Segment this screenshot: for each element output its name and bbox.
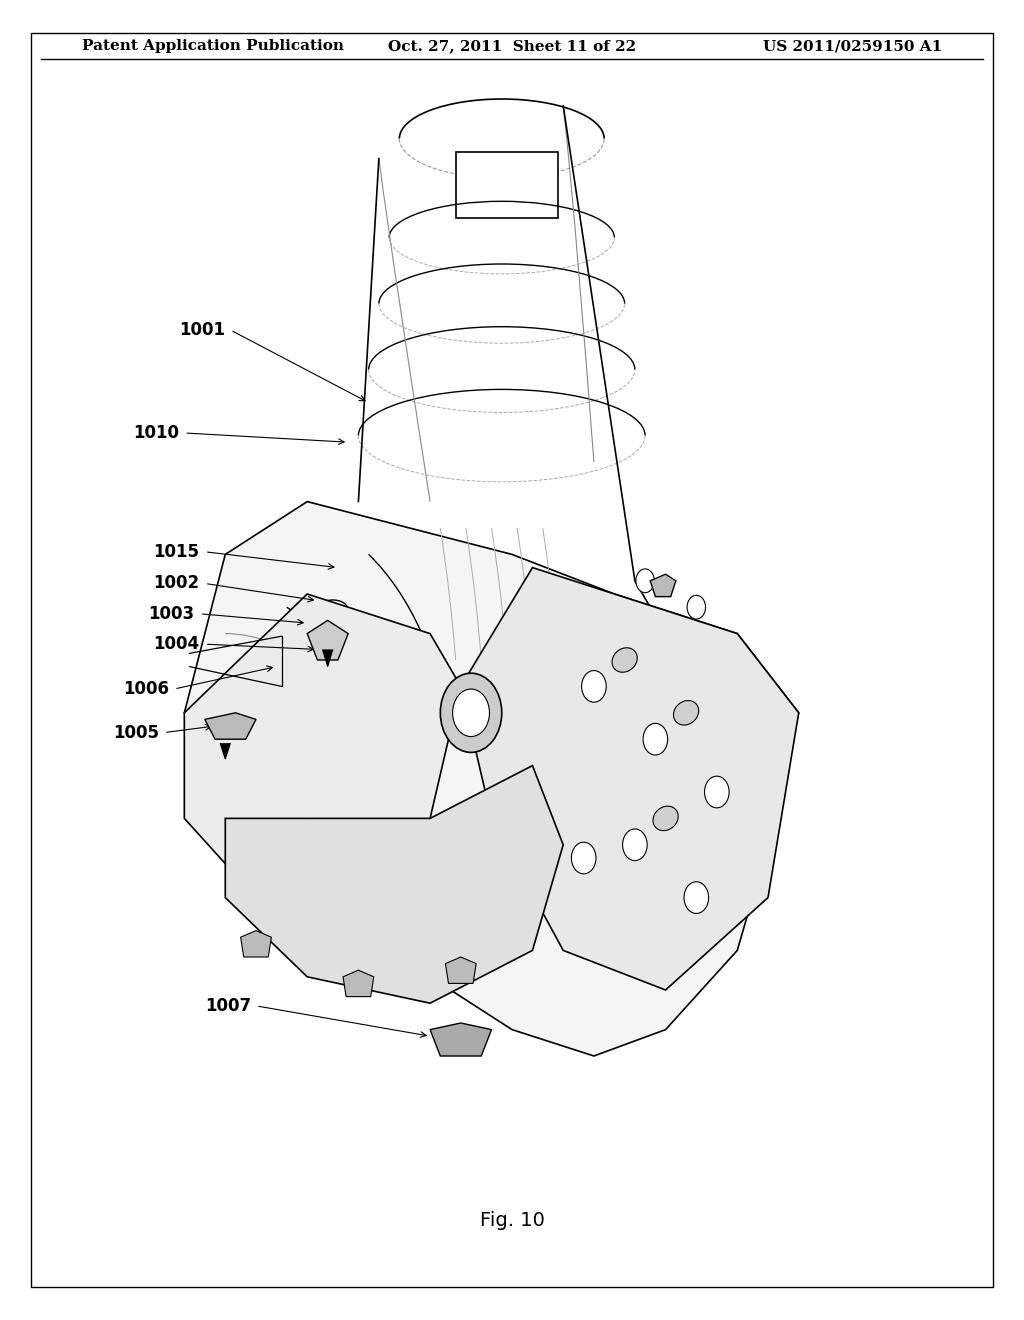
Ellipse shape	[612, 648, 637, 672]
PathPatch shape	[445, 957, 476, 983]
Text: 1015: 1015	[154, 543, 200, 561]
Text: 1002: 1002	[154, 574, 200, 593]
PathPatch shape	[430, 1023, 492, 1056]
Text: Oct. 27, 2011  Sheet 11 of 22: Oct. 27, 2011 Sheet 11 of 22	[388, 40, 636, 53]
Circle shape	[440, 673, 502, 752]
Text: Fig. 10: Fig. 10	[479, 1212, 545, 1230]
Ellipse shape	[653, 807, 678, 830]
Text: 1005: 1005	[113, 723, 159, 742]
Text: 1003: 1003	[148, 605, 195, 623]
PathPatch shape	[220, 743, 230, 759]
Circle shape	[687, 595, 706, 619]
PathPatch shape	[184, 594, 461, 924]
PathPatch shape	[184, 502, 799, 1056]
Circle shape	[684, 882, 709, 913]
PathPatch shape	[241, 931, 271, 957]
Text: US 2011/0259150 A1: US 2011/0259150 A1	[763, 40, 942, 53]
PathPatch shape	[456, 152, 558, 218]
Circle shape	[643, 723, 668, 755]
Text: Patent Application Publication: Patent Application Publication	[82, 40, 344, 53]
Circle shape	[623, 829, 647, 861]
Circle shape	[636, 569, 654, 593]
PathPatch shape	[650, 574, 676, 597]
Circle shape	[705, 776, 729, 808]
Text: 1007: 1007	[205, 997, 251, 1015]
Circle shape	[453, 689, 489, 737]
Circle shape	[571, 842, 596, 874]
PathPatch shape	[225, 766, 563, 1003]
Text: 1010: 1010	[133, 424, 179, 442]
Circle shape	[582, 671, 606, 702]
Text: 1001: 1001	[179, 321, 225, 339]
Ellipse shape	[674, 701, 698, 725]
PathPatch shape	[461, 568, 799, 990]
PathPatch shape	[323, 649, 333, 667]
PathPatch shape	[343, 970, 374, 997]
PathPatch shape	[307, 620, 348, 660]
PathPatch shape	[205, 713, 256, 739]
Text: 1006: 1006	[123, 680, 169, 698]
Text: 1004: 1004	[154, 635, 200, 653]
